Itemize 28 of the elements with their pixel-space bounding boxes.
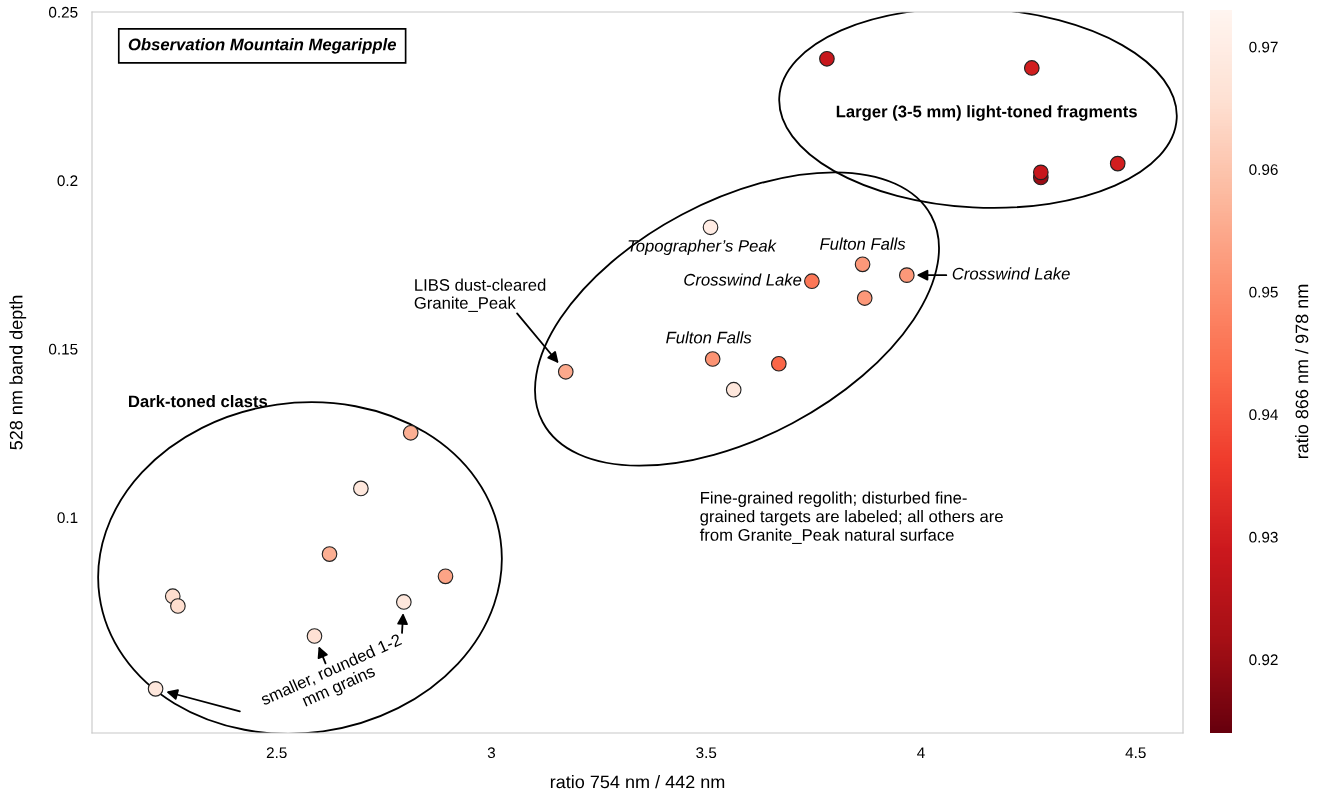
annotation: Fulton Falls xyxy=(820,237,906,250)
annotation: Topographer’s Peak xyxy=(628,239,777,256)
color-bar-label: 0.93 xyxy=(1249,531,1278,543)
x-tick-label: 4 xyxy=(917,747,925,758)
color-bar-label: 0.97 xyxy=(1249,41,1278,53)
color-bar-label: 0.94 xyxy=(1249,409,1278,421)
y-tick-label: 0.15 xyxy=(48,343,78,355)
y-tick-label: 0.25 xyxy=(48,6,78,18)
y-tick-label: 0.1 xyxy=(57,512,78,524)
color-bar-label: 0.92 xyxy=(1249,654,1278,666)
annotation: Fulton Falls xyxy=(666,331,752,344)
annotation: Larger (3-5 mm) light-toned fragments xyxy=(836,105,1137,121)
color-bar-title: ratio 866 nm / 978 nm xyxy=(1295,284,1309,459)
color-bar-label: 0.95 xyxy=(1249,286,1278,298)
color-bar-label: 0.96 xyxy=(1249,164,1278,175)
x-tick-label: 3.5 xyxy=(696,747,717,759)
y-tick-label: 0.2 xyxy=(57,175,78,187)
y-axis-title: 528 nm band depth xyxy=(9,295,27,450)
x-axis-title: ratio 754 nm / 442 nm xyxy=(550,775,725,789)
annotation: Dark-toned clasts xyxy=(129,395,268,408)
x-tick-label: 4.5 xyxy=(1125,747,1146,759)
x-tick-label: 2.5 xyxy=(266,747,287,759)
annotation: Fine-grained regolith; disturbed fine- grained targets are labeled; all others are from Granite_Peak natural surface xyxy=(699,491,1003,544)
annotation: LIBS dust-cleared Granite_Peak xyxy=(414,278,546,312)
annotation: Crosswind Lake xyxy=(952,267,1070,280)
annotation: Crosswind Lake xyxy=(684,273,802,286)
text: Observation Mountain Megaripple xyxy=(128,38,397,54)
x-tick-label: 3 xyxy=(487,747,496,759)
